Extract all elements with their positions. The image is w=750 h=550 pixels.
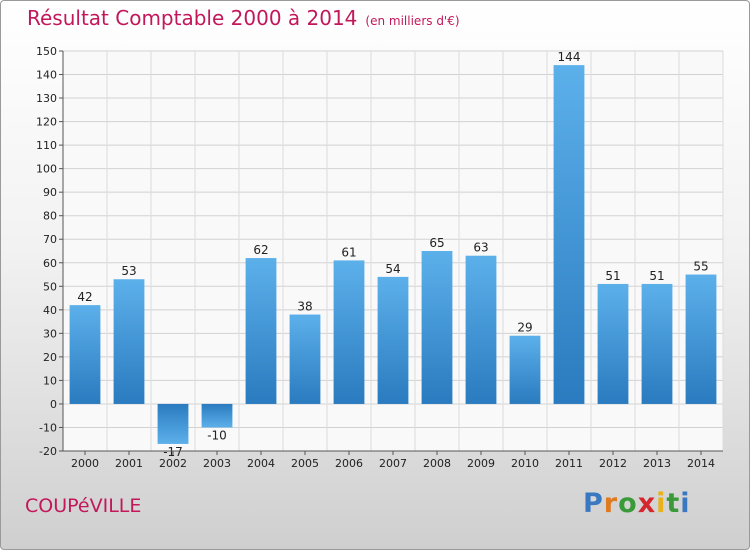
x-tick-label: 2012 <box>599 457 627 470</box>
bar-2014 <box>685 274 717 404</box>
y-tick-label: 150 <box>36 45 57 58</box>
data-label: -10 <box>207 428 227 442</box>
bar-2012 <box>597 283 629 404</box>
commune-name: COUPéVILLE <box>25 495 142 517</box>
bar-2002 <box>157 403 189 444</box>
y-tick-label: 60 <box>43 257 57 270</box>
x-tick-label: 2003 <box>203 457 231 470</box>
data-label: 29 <box>517 321 532 335</box>
bar-2005 <box>289 314 321 404</box>
bar-2008 <box>421 251 453 404</box>
x-tick-label: 2011 <box>555 457 583 470</box>
y-tick-label: 50 <box>43 280 57 293</box>
y-tick-label: 130 <box>36 92 57 105</box>
bar-2003 <box>201 403 233 428</box>
data-label: 51 <box>605 269 620 283</box>
data-label: 61 <box>341 245 356 259</box>
x-tick-label: 2010 <box>511 457 539 470</box>
bar-2007 <box>377 276 409 404</box>
data-label: 53 <box>121 264 136 278</box>
title-main: Résultat Comptable 2000 à 2014 <box>27 6 358 30</box>
data-label: 38 <box>297 300 312 314</box>
data-label: 42 <box>77 290 92 304</box>
x-tick-label: 2007 <box>379 457 407 470</box>
y-tick-label: 90 <box>43 186 57 199</box>
y-tick-label: 30 <box>43 327 57 340</box>
data-label: 62 <box>253 243 268 257</box>
data-label: 51 <box>649 269 664 283</box>
proxiti-logo: Proxiti <box>583 488 691 519</box>
logo-letter: x <box>637 488 657 519</box>
y-tick-label: 140 <box>36 69 57 82</box>
y-tick-label: 0 <box>50 398 57 411</box>
logo-letter: i <box>680 488 691 519</box>
bar-2001 <box>113 279 145 404</box>
x-tick-label: 2009 <box>467 457 495 470</box>
y-tick-label: 80 <box>43 210 57 223</box>
title-unit: (en milliers d'€) <box>365 14 460 28</box>
data-label: 54 <box>385 262 400 276</box>
logo-letter: P <box>583 488 604 519</box>
bar-2000 <box>69 305 101 404</box>
x-tick-label: 2008 <box>423 457 451 470</box>
x-tick-label: 2005 <box>291 457 319 470</box>
y-tick-label: -20 <box>39 445 57 458</box>
y-tick-label: 110 <box>36 139 57 152</box>
bar-2009 <box>465 255 497 404</box>
x-tick-label: 2013 <box>643 457 671 470</box>
x-tick-label: 2014 <box>687 457 715 470</box>
data-label: 65 <box>429 236 444 250</box>
bar-2006 <box>333 260 365 404</box>
data-label: 144 <box>558 50 581 64</box>
logo-letter: o <box>618 488 638 519</box>
bar-2011 <box>553 65 585 404</box>
y-tick-label: 10 <box>43 374 57 387</box>
chart-title: Résultat Comptable 2000 à 2014 (en millie… <box>27 6 460 30</box>
logo-letter: i <box>656 488 667 519</box>
logo-letter: t <box>666 488 681 519</box>
y-tick-label: 20 <box>43 351 57 364</box>
bar-2013 <box>641 283 673 404</box>
data-label: 63 <box>473 241 488 255</box>
x-tick-label: 2006 <box>335 457 363 470</box>
x-tick-label: 2000 <box>71 457 99 470</box>
x-tick-label: 2002 <box>159 457 187 470</box>
y-tick-label: -10 <box>39 421 57 434</box>
data-label: 55 <box>693 260 708 274</box>
bar-2010 <box>509 335 541 404</box>
bar-2004 <box>245 258 277 404</box>
y-tick-label: 40 <box>43 304 57 317</box>
y-tick-label: 70 <box>43 233 57 246</box>
y-tick-label: 100 <box>36 163 57 176</box>
x-tick-label: 2001 <box>115 457 143 470</box>
x-tick-label: 2004 <box>247 457 275 470</box>
logo-letter: r <box>603 488 619 519</box>
y-tick-label: 120 <box>36 116 57 129</box>
